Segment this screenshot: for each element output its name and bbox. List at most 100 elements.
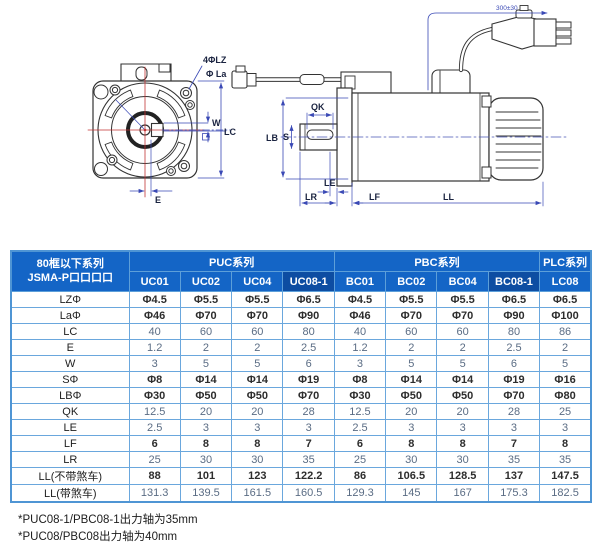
value-cell-BC04: 2 xyxy=(436,339,489,356)
plug-block xyxy=(533,18,557,47)
value-cell-UC04: 5 xyxy=(231,355,284,372)
label-w: W xyxy=(212,118,221,128)
value-cell-UC02: 2 xyxy=(179,339,233,356)
value-cell-BC08-1: 175.3 xyxy=(487,484,541,503)
row-label: LF xyxy=(10,435,130,452)
value-cell-UC01: 25 xyxy=(128,451,181,468)
value-cell-BC01: Φ4.5 xyxy=(333,291,387,308)
group-header-PLC系列: PLC系列 xyxy=(539,250,592,272)
value-cell-BC08-1: 28 xyxy=(487,403,541,420)
value-cell-BC08-1: Φ19 xyxy=(487,371,541,388)
label-lr: LR xyxy=(305,192,317,202)
value-cell-UC08-1: 160.5 xyxy=(282,484,335,503)
value-cell-BC02: Φ70 xyxy=(385,307,438,324)
dimension-table: 80框以下系列 JSMA-P口口口口 PUC系列 PBC系列 PLC系列 UC01 UC02… xyxy=(10,250,592,503)
value-cell-LC08: Φ80 xyxy=(539,387,592,404)
value-cell-UC01: Φ4.5 xyxy=(128,291,181,308)
label-ll: LL xyxy=(443,192,454,202)
value-cell-UC04: Φ70 xyxy=(231,307,284,324)
value-cell-UC04: Φ5.5 xyxy=(231,291,284,308)
row-label: LE xyxy=(10,419,130,436)
row-label: LBΦ xyxy=(10,387,130,404)
value-cell-UC01: 88 xyxy=(128,467,181,485)
group-header-PBC系列: PBC系列 xyxy=(333,250,541,272)
value-cell-BC08-1: 2.5 xyxy=(487,339,541,356)
value-cell-UC04: Φ14 xyxy=(231,371,284,388)
value-cell-UC01: 40 xyxy=(128,323,181,340)
value-cell-LC08: 3 xyxy=(539,419,592,436)
label-e: E xyxy=(155,195,161,205)
value-cell-UC04: 2 xyxy=(231,339,284,356)
footnotes: *PUC08-1/PBC08-1出力轴为35mm *PUC08/PBC08出力轴… xyxy=(18,512,600,545)
note-2: *PUC08/PBC08出力轴为40mm xyxy=(18,530,178,543)
value-cell-BC08-1: Φ6.5 xyxy=(487,291,541,308)
value-cell-UC02: Φ14 xyxy=(179,371,233,388)
value-cell-BC01: 12.5 xyxy=(333,403,387,420)
label-lc: LC xyxy=(224,127,236,137)
table-row: LBΦ Φ30 Φ50 Φ50 Φ70 Φ30 Φ50 Φ50 Φ70 Φ80 xyxy=(10,387,592,404)
value-cell-BC08-1: 80 xyxy=(487,323,541,340)
value-cell-LC08: 182.5 xyxy=(539,484,592,503)
value-cell-UC02: 20 xyxy=(179,403,233,420)
value-cell-UC08-1: 122.2 xyxy=(282,467,335,485)
value-cell-BC02: Φ14 xyxy=(385,371,438,388)
label-la: Φ La xyxy=(206,69,227,79)
label-le: LE xyxy=(324,178,336,188)
value-cell-BC01: 6 xyxy=(333,435,387,452)
value-cell-BC04: Φ5.5 xyxy=(436,291,489,308)
value-cell-BC01: Φ30 xyxy=(333,387,387,404)
value-cell-BC01: 2.5 xyxy=(333,419,387,436)
value-cell-LC08: 86 xyxy=(539,323,592,340)
value-cell-UC08-1: 80 xyxy=(282,323,335,340)
table-row: E 1.2 2 2 2.5 1.2 2 2 2.5 2 xyxy=(10,339,592,356)
value-cell-BC02: 145 xyxy=(385,484,438,503)
value-cell-UC08-1: Φ90 xyxy=(282,307,335,324)
cable-housing-rear xyxy=(431,69,471,94)
table-row: LF 6 8 8 7 6 8 8 7 8 xyxy=(10,435,592,452)
value-cell-BC02: 60 xyxy=(385,323,438,340)
value-cell-BC04: Φ50 xyxy=(436,387,489,404)
value-cell-BC04: Φ70 xyxy=(436,307,489,324)
value-cell-UC08-1: 2.5 xyxy=(282,339,335,356)
label-s: S xyxy=(283,132,289,142)
value-cell-UC01: 3 xyxy=(128,355,181,372)
value-cell-BC08-1: 35 xyxy=(487,451,541,468)
value-cell-BC04: 60 xyxy=(436,323,489,340)
value-cell-BC04: 20 xyxy=(436,403,489,420)
keyway-slot xyxy=(306,129,334,140)
value-cell-LC08: Φ16 xyxy=(539,371,592,388)
table-row: LaΦ Φ46 Φ70 Φ70 Φ90 Φ46 Φ70 Φ70 Φ90 Φ100 xyxy=(10,307,592,324)
value-cell-BC04: 8 xyxy=(436,435,489,452)
side-view: LB S QK LE LR LF xyxy=(231,5,572,207)
table-row: SΦ Φ8 Φ14 Φ14 Φ19 Φ8 Φ14 Φ14 Φ19 Φ16 xyxy=(10,371,592,388)
label-lf: LF xyxy=(369,192,380,202)
value-cell-BC02: 8 xyxy=(385,435,438,452)
value-cell-LC08: 8 xyxy=(539,435,592,452)
corner-hole xyxy=(93,84,109,100)
label-lb: LB xyxy=(266,133,278,143)
value-cell-BC08-1: 3 xyxy=(487,419,541,436)
corner-header: 80框以下系列 JSMA-P口口口口 xyxy=(10,250,130,292)
value-cell-UC01: 2.5 xyxy=(128,419,181,436)
value-cell-BC01: 86 xyxy=(333,467,387,485)
table-head: 80框以下系列 JSMA-P口口口口 PUC系列 PBC系列 PLC系列 UC01 UC02… xyxy=(10,250,592,292)
value-cell-BC04: 3 xyxy=(436,419,489,436)
value-cell-UC08-1: Φ6.5 xyxy=(282,291,335,308)
value-cell-BC04: 167 xyxy=(436,484,489,503)
value-cell-BC08-1: Φ90 xyxy=(487,307,541,324)
column-header-LC08: LC08 xyxy=(539,271,592,292)
value-cell-BC08-1: 137 xyxy=(487,467,541,485)
label-holes: 4ΦLZ xyxy=(203,55,227,65)
column-header-BC02: BC02 xyxy=(385,271,438,292)
column-header-UC04: UC04 xyxy=(231,271,284,292)
value-cell-BC04: 128.5 xyxy=(436,467,489,485)
value-cell-LC08: 35 xyxy=(539,451,592,468)
note-1: *PUC08-1/PBC08-1出力轴为35mm xyxy=(18,514,198,526)
row-label: LZΦ xyxy=(10,291,130,308)
value-cell-UC04: Φ50 xyxy=(231,387,284,404)
value-cell-UC08-1: 28 xyxy=(282,403,335,420)
value-cell-UC08-1: Φ19 xyxy=(282,371,335,388)
row-label: LL(带煞车) xyxy=(10,484,130,503)
table-row: LL(不带煞车) 88 101 123 122.2 86 106.5 128.5 137 147.… xyxy=(10,467,592,485)
